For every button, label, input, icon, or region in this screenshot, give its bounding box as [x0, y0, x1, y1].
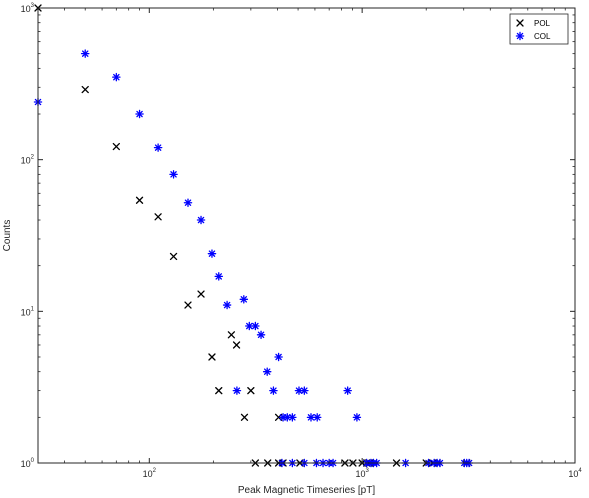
- x-tick-label: 103: [355, 468, 369, 479]
- data-point-col: [135, 109, 144, 119]
- y-axis-label: Counts: [2, 220, 13, 252]
- series-col: [33, 49, 474, 468]
- data-point-col: [274, 352, 283, 362]
- data-point-col: [196, 215, 206, 225]
- data-point-col: [232, 386, 242, 395]
- data-point-col: [214, 272, 224, 281]
- data-point-pol: [154, 213, 162, 221]
- data-point-col: [222, 300, 232, 310]
- data-point-pol: [215, 386, 223, 395]
- plot-marks: [33, 4, 474, 468]
- y-tick-label: 102: [21, 155, 35, 166]
- data-point-pol: [169, 252, 178, 261]
- data-point-pol: [227, 331, 236, 339]
- data-point-col: [183, 198, 193, 207]
- data-point-col: [169, 170, 178, 179]
- legend-marker-col: [515, 31, 525, 41]
- y-axis-ticks: 100 101 102 103: [21, 3, 575, 469]
- data-point-col: [112, 72, 121, 82]
- x-axis-label: Peak Magnetic Timeseries [pT]: [238, 485, 375, 496]
- data-point-pol: [184, 301, 192, 309]
- data-point-pol: [112, 142, 120, 151]
- data-point-col: [262, 367, 272, 376]
- data-point-col: [306, 413, 316, 422]
- data-point-col: [288, 413, 297, 422]
- data-point-col: [300, 386, 309, 395]
- data-point-col: [343, 386, 352, 395]
- data-point-col: [207, 249, 217, 258]
- y-tick-label: 101: [21, 306, 35, 317]
- data-point-col: [269, 386, 278, 395]
- data-point-pol: [247, 386, 255, 395]
- data-point-pol: [81, 85, 89, 94]
- legend-label: POL: [534, 19, 551, 28]
- data-point-col: [153, 143, 163, 152]
- data-point-col: [312, 413, 322, 422]
- x-tick-label: 102: [143, 468, 157, 479]
- data-point-pol: [240, 413, 249, 421]
- x-tick-label: 104: [568, 468, 582, 479]
- data-point-pol: [208, 353, 216, 361]
- data-point-col: [352, 413, 362, 422]
- legend-marker-pol: [516, 19, 524, 27]
- data-point-pol: [197, 290, 205, 298]
- data-point-col: [239, 295, 249, 304]
- data-point-col: [256, 330, 266, 340]
- data-point-pol: [232, 341, 241, 349]
- x-axis-ticks: 102 103 104: [64, 8, 582, 479]
- legend: POL COL: [509, 13, 569, 45]
- legend-label: COL: [534, 32, 551, 41]
- data-point-col: [80, 49, 90, 58]
- data-point-col: [251, 321, 260, 331]
- y-tick-label: 103: [21, 3, 35, 14]
- series-pol: [34, 4, 471, 467]
- y-tick-label: 100: [21, 458, 35, 469]
- plot-frame: [37, 7, 576, 464]
- data-point-pol: [135, 196, 144, 204]
